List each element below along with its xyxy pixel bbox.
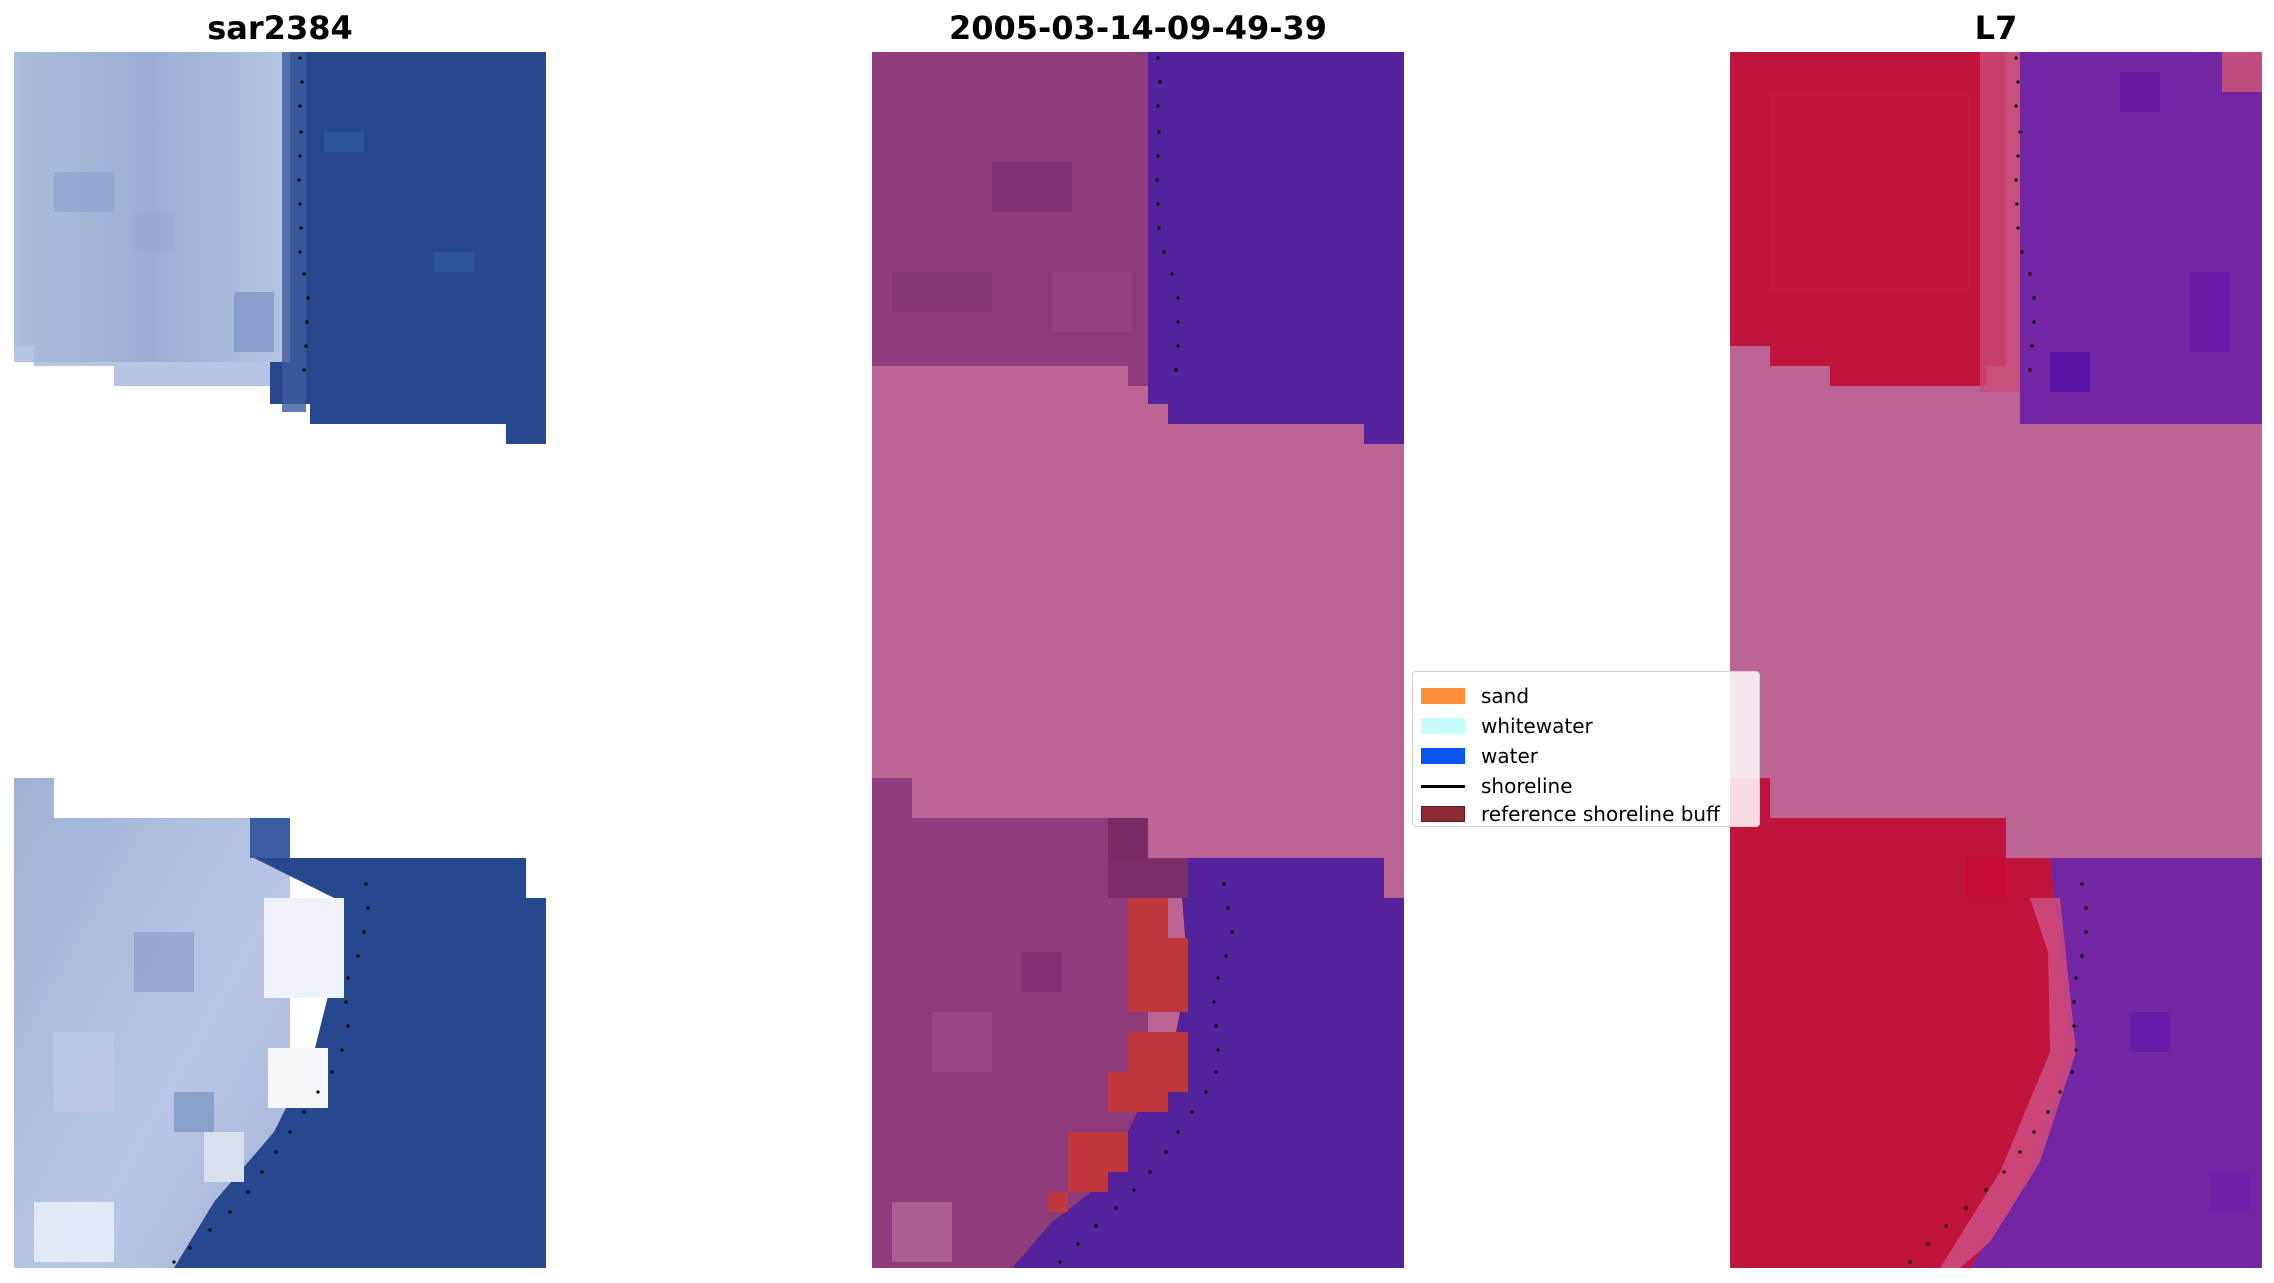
classified-buffer	[1048, 898, 1188, 1212]
legend-label-water: water	[1481, 744, 1538, 768]
panel-title-rgb: sar2384	[207, 9, 353, 47]
legend-swatch-sand	[1421, 688, 1465, 704]
rgb-image	[14, 52, 546, 1268]
panel-title-classified: 2005-03-14-09-49-39	[948, 9, 1328, 47]
index-image-panel	[1730, 52, 2262, 1268]
classified-image	[872, 52, 1404, 1268]
index-image	[1730, 52, 2262, 1268]
legend-label-sand: sand	[1481, 684, 1530, 708]
index-bottom-block	[1730, 778, 2262, 1268]
legend-label-whitewater: whitewater	[1481, 714, 1593, 738]
rgb-bottom-block	[14, 778, 546, 1268]
classified-image-panel	[872, 52, 1404, 1268]
rgb-top-block	[14, 52, 546, 444]
index-top-block	[1730, 52, 2262, 424]
legend-item-sand: sand	[1421, 682, 1529, 710]
legend-swatch-whitewater	[1421, 718, 1465, 734]
legend-item-shoreline: shoreline	[1421, 772, 1573, 800]
legend-label-shoreline: shoreline	[1481, 774, 1573, 798]
legend-line-shoreline	[1421, 784, 1465, 788]
legend-swatch-water	[1421, 748, 1465, 764]
classified-shoreline	[1058, 56, 1234, 1264]
panel-title-index: L7	[1974, 9, 2018, 47]
legend-item-whitewater: whitewater	[1421, 712, 1593, 740]
legend-swatch-reference-buffer	[1421, 806, 1465, 822]
legend: sand whitewater water shoreline referenc…	[1412, 671, 1760, 827]
classified-top-block	[872, 52, 1404, 444]
legend-item-reference-buffer: reference shoreline buff	[1421, 800, 1720, 826]
legend-label-reference-buffer: reference shoreline buff	[1481, 802, 1720, 826]
index-shoreline	[1908, 56, 2088, 1264]
rgb-image-panel	[14, 52, 546, 1268]
legend-item-water: water	[1421, 742, 1538, 770]
rgb-shoreline	[172, 56, 370, 1264]
